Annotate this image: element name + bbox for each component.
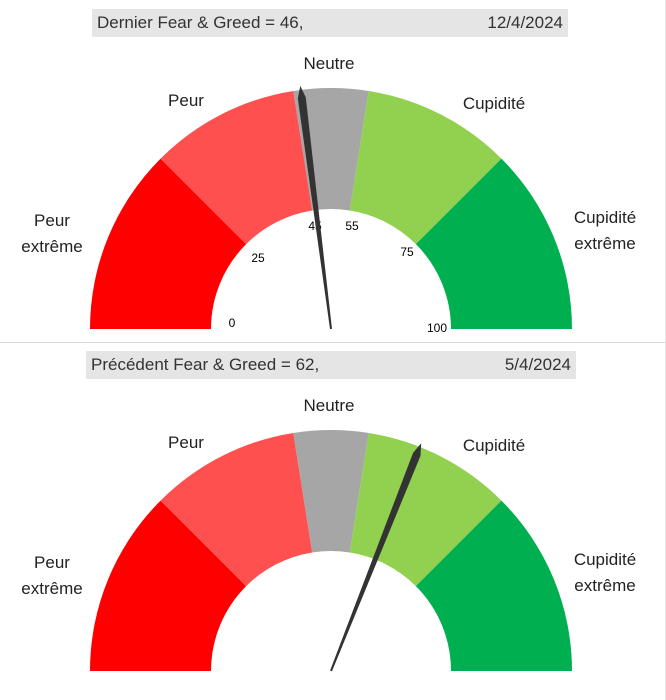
gauge-segment-2 <box>293 430 369 553</box>
gauge-segment-3 <box>349 432 502 587</box>
gauge-title: Précédent Fear & Greed = 62, <box>91 355 320 374</box>
gauge-segment-0 <box>90 500 247 671</box>
gauge-header-previous: Précédent Fear & Greed = 62, 5/4/2024 <box>86 351 576 379</box>
gauge-segment-1 <box>160 90 313 245</box>
gauge-segment-4 <box>415 500 572 671</box>
gauge-segment-1 <box>160 432 313 587</box>
gauge-zone-label-3: Cupidité <box>463 436 525 455</box>
gauge-header-latest: Dernier Fear & Greed = 46, 12/4/2024 <box>92 9 568 37</box>
gauge-date: 5/4/2024 <box>504 355 571 374</box>
gauge-tick-label-5: 100 <box>427 321 447 335</box>
gauge-segment-0 <box>90 158 247 329</box>
gauge-zone-label-2: Neutre <box>303 54 354 73</box>
gauge-tick-label-4: 75 <box>400 245 414 259</box>
gauge-chart-previous: Peur extrême Peur Neutre Cupidité Cupidité ext… <box>21 396 636 672</box>
gauge-zone-label-4: Cupidité extrême <box>574 208 636 253</box>
gauge-tick-label-3: 55 <box>345 219 359 233</box>
gauge-title: Dernier Fear & Greed = 46, <box>97 13 304 32</box>
gauge-needle <box>330 443 422 672</box>
gauge-zone-label-0: Peur extrême <box>21 553 82 598</box>
gauge-zone-label-1: Peur <box>168 91 204 110</box>
gauge-segment-3 <box>349 90 502 245</box>
gauge-zone-label-0: Peur extrême <box>21 211 82 256</box>
gauge-zone-label-2: Neutre <box>303 396 354 415</box>
gauge-zone-label-3: Cupidité <box>463 94 525 113</box>
gauge-tick-label-0: 0 <box>229 316 236 330</box>
gauge-panel-latest: Dernier Fear & Greed = 46, 12/4/2024 Peu… <box>0 0 666 342</box>
gauge-chart-latest: Peur extrême Peur Neutre Cupidité Cupidité ext… <box>21 54 636 335</box>
gauge-date: 12/4/2024 <box>487 13 563 32</box>
gauge-zone-label-1: Peur <box>168 433 204 452</box>
gauge-needle <box>297 85 332 330</box>
gauge-segment-4 <box>415 158 572 329</box>
gauge-tick-label-1: 25 <box>251 251 265 265</box>
panel-divider <box>0 342 666 343</box>
gauge-zone-label-4: Cupidité extrême <box>574 550 636 595</box>
gauge-panel-previous: Précédent Fear & Greed = 62, 5/4/2024 Pe… <box>0 342 666 684</box>
